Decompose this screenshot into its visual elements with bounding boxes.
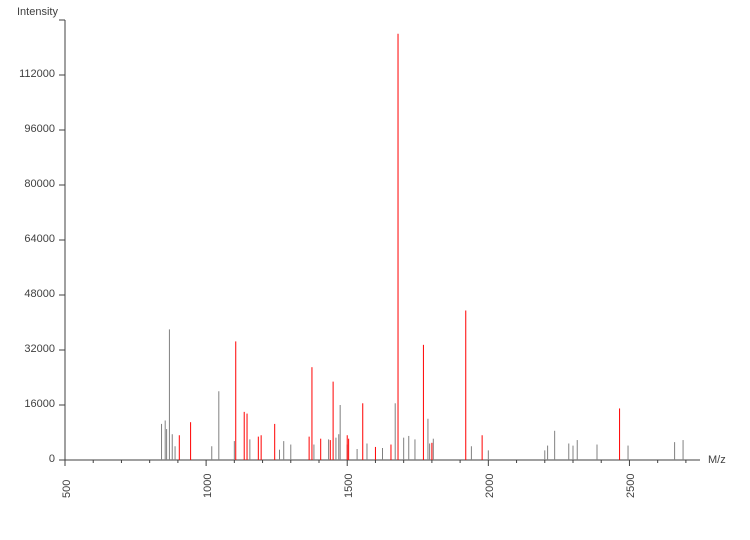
y-tick-label: 64000	[0, 233, 55, 245]
mass-spectrum-chart: 0 16000 32000 48000 64000 80000 96000 112000 500…	[0, 0, 750, 540]
x-axis-label: M/z	[708, 454, 726, 466]
x-tick-label: 1000	[202, 474, 214, 498]
x-tick-label: 2000	[484, 474, 496, 498]
y-tick-label: 16000	[0, 398, 55, 410]
x-tick-label: 2500	[625, 474, 637, 498]
y-tick-label: 96000	[0, 123, 55, 135]
y-tick-label: 112000	[0, 68, 55, 80]
x-tick-label: 1500	[343, 474, 355, 498]
y-tick-label: 32000	[0, 343, 55, 355]
y-axis-label: Intensity	[17, 6, 58, 18]
y-tick-label: 0	[0, 453, 55, 465]
y-tick-label: 80000	[0, 178, 55, 190]
y-tick-label: 48000	[0, 288, 55, 300]
plot-surface	[0, 0, 750, 540]
x-tick-label: 500	[61, 480, 73, 498]
